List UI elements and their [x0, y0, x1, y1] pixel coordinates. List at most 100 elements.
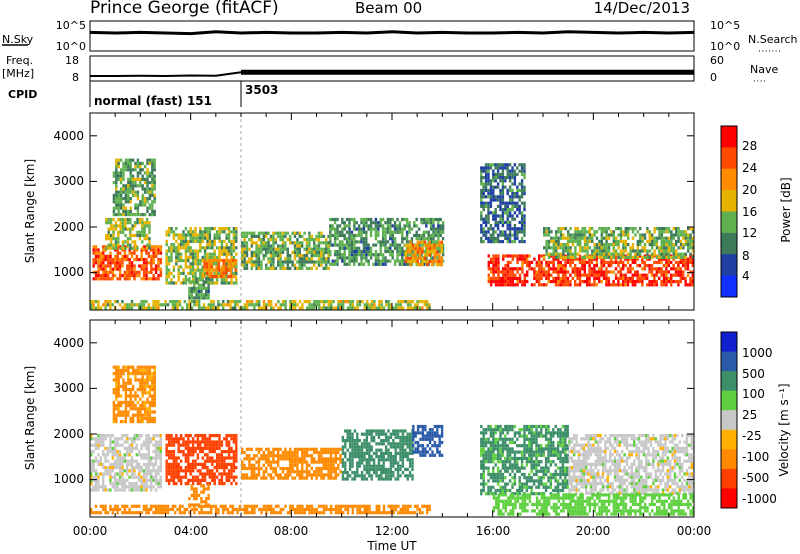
data-cell — [396, 256, 399, 260]
data-cell — [670, 236, 673, 240]
data-cell — [142, 462, 146, 466]
data-cell — [511, 172, 514, 176]
data-cell — [159, 459, 162, 463]
data-cell — [130, 270, 134, 274]
data-cell — [520, 172, 524, 176]
data-cell — [112, 243, 115, 247]
data-cell — [567, 233, 570, 237]
data-cell — [147, 446, 150, 450]
data-cell — [115, 397, 118, 401]
data-cell — [90, 434, 93, 438]
data-cell — [115, 174, 118, 178]
data-cell — [415, 233, 418, 238]
data-cell — [429, 240, 433, 244]
data-cell — [514, 273, 517, 277]
data-cell — [208, 243, 212, 247]
data-cell — [208, 233, 212, 237]
data-cell — [177, 249, 180, 253]
data-cell — [494, 214, 497, 218]
data-cell — [124, 391, 128, 395]
data-cell — [425, 217, 428, 222]
data-cell — [138, 237, 142, 241]
data-cell — [175, 252, 178, 256]
data-cell — [190, 300, 194, 304]
data-cell — [523, 166, 526, 170]
data-cell — [188, 303, 191, 307]
data-cell — [487, 264, 490, 268]
data-cell — [598, 270, 601, 274]
data-cell — [667, 239, 671, 243]
data-cell — [598, 243, 601, 247]
data-cell — [325, 266, 328, 270]
data-cell — [518, 254, 522, 258]
data-cell — [207, 487, 210, 491]
power-colorbar-label: Power [dB] — [779, 177, 793, 242]
data-cell — [189, 227, 192, 231]
data-cell — [184, 446, 188, 450]
data-cell — [624, 243, 627, 247]
data-cell — [265, 303, 268, 307]
data-cell — [99, 434, 102, 438]
data-cell — [118, 478, 122, 482]
data-cell — [411, 300, 414, 304]
data-cell — [350, 217, 354, 222]
data-cell — [225, 262, 228, 266]
data-cell — [127, 158, 130, 162]
data-cell — [329, 227, 332, 231]
data-cell — [199, 268, 202, 272]
data-cell — [355, 256, 358, 260]
data-cell — [179, 466, 183, 470]
data-cell — [112, 174, 116, 178]
data-cell — [523, 224, 526, 228]
data-cell — [243, 241, 246, 245]
data-cell — [97, 472, 100, 476]
data-cell — [303, 257, 306, 261]
data-cell — [417, 243, 421, 247]
data-cell — [338, 243, 342, 247]
data-cell — [140, 277, 143, 281]
data-cell — [223, 278, 226, 282]
data-cell — [439, 233, 442, 238]
power-cbar-tick-8: 8 — [742, 249, 750, 263]
data-cell — [229, 303, 232, 307]
data-cell — [217, 306, 220, 310]
data-cell — [92, 251, 95, 255]
data-cell — [603, 227, 606, 231]
data-cell — [550, 267, 553, 271]
data-cell — [191, 268, 195, 272]
data-cell — [190, 487, 193, 491]
data-cell — [369, 217, 373, 222]
data-cell — [200, 283, 203, 287]
data-cell — [94, 443, 98, 447]
data-cell — [342, 300, 345, 304]
data-cell — [523, 233, 526, 237]
data-cell — [145, 462, 148, 466]
data-cell — [135, 443, 138, 447]
data-cell — [172, 456, 176, 460]
data-cell — [121, 274, 124, 278]
data-cell — [262, 463, 265, 467]
data-cell — [564, 276, 567, 280]
data-cell — [134, 407, 137, 411]
data-cell — [643, 246, 647, 250]
data-cell — [523, 214, 526, 218]
data-cell — [202, 303, 206, 307]
data-cell — [131, 158, 135, 162]
data-cell — [535, 260, 538, 264]
data-cell — [617, 243, 620, 247]
data-cell — [206, 446, 209, 450]
data-cell — [117, 190, 120, 194]
data-cell — [157, 434, 160, 438]
data-cell — [569, 257, 572, 261]
data-cell — [482, 227, 485, 231]
data-cell — [484, 179, 488, 183]
data-cell — [679, 230, 683, 234]
data-cell — [419, 256, 422, 260]
data-cell — [118, 437, 122, 441]
data-cell — [121, 300, 124, 304]
data-cell — [362, 240, 366, 244]
data-cell — [574, 255, 577, 259]
data-cell — [559, 230, 563, 234]
data-cell — [134, 413, 137, 417]
data-cell — [672, 233, 675, 237]
